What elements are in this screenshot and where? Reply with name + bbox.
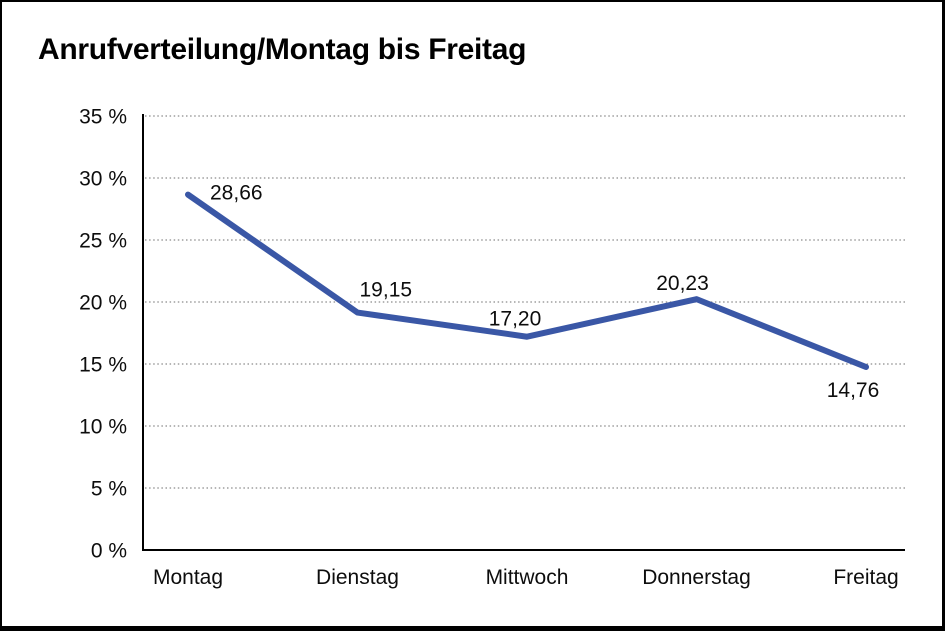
data-label-1: 19,15 (360, 279, 413, 302)
data-label-2: 17,20 (489, 308, 542, 331)
y-tick-label-7: 35 % (79, 106, 127, 129)
y-tick-label-5: 25 % (79, 230, 127, 253)
series-line-anrufverteilung (185, 191, 869, 370)
data-label-3: 20,23 (656, 272, 709, 295)
y-tick-label-4: 20 % (79, 292, 127, 315)
data-label-4: 14,76 (827, 379, 880, 402)
data-label-0: 28,66 (210, 182, 263, 205)
x-category-label-mittwoch: Mittwoch (486, 566, 569, 589)
chart-title: Anrufverteilung/Montag bis Freitag (38, 33, 527, 66)
y-tick-label-0: 0 % (91, 540, 127, 563)
y-tick-label-1: 5 % (91, 478, 127, 501)
x-category-label-dienstag: Dienstag (316, 566, 399, 589)
x-category-label-donnerstag: Donnerstag (642, 566, 751, 589)
y-tick-label-6: 30 % (79, 168, 127, 191)
y-tick-label-3: 15 % (79, 354, 127, 377)
y-tick-label-2: 10 % (79, 416, 127, 439)
x-category-label-montag: Montag (153, 566, 223, 589)
x-category-label-freitag: Freitag (833, 566, 898, 589)
